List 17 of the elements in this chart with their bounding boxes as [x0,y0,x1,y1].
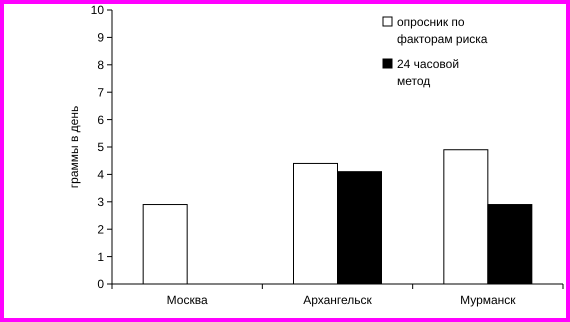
y-tick-label: 0 [97,277,104,292]
y-tick-label: 1 [97,250,104,264]
y-axis-title: граммы в день [67,106,81,188]
y-tick-label: 5 [97,140,104,154]
y-tick-label: 2 [97,222,104,236]
y-tick-label: 6 [97,112,104,127]
x-tick-label: Мурманск [460,293,516,307]
y-tick-label: 10 [90,3,104,18]
y-tick-label: 3 [97,195,104,209]
x-tick-label: Архангельск [303,293,373,307]
legend-label: 24 часовой метод [397,57,460,88]
y-tick-label: 4 [97,168,104,182]
y-tick-label: 7 [97,85,104,100]
y-tick-label: 8 [97,58,104,72]
x-tick-label: Москва [166,293,208,307]
y-tick-label: 9 [97,30,104,45]
legend-label: опросник по факторам риска [397,15,488,46]
